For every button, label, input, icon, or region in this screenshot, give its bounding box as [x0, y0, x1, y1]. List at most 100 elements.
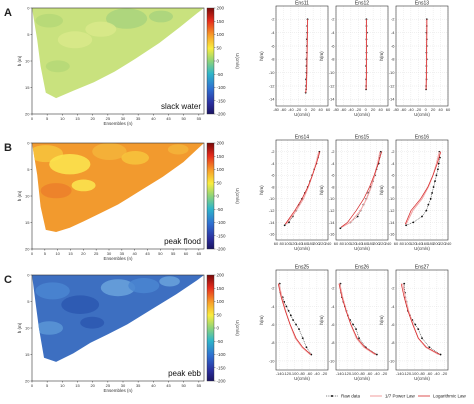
- velocity-patches: [32, 143, 189, 199]
- colorbar: [206, 142, 215, 250]
- x-tick-label: 160: [302, 241, 309, 246]
- x-tick-label: 140: [416, 241, 423, 246]
- plot-frame: [275, 139, 329, 241]
- y-tick-label: -4: [331, 304, 335, 309]
- velocity-patch: [100, 279, 136, 297]
- y-tick-label: -10: [389, 70, 396, 75]
- x-tick-label: 200: [373, 241, 380, 246]
- x-tick-label: 30: [107, 251, 112, 256]
- x-axis-label: U(cm/s): [354, 376, 370, 381]
- power-law-line: [339, 283, 376, 356]
- plot-frame: [395, 139, 449, 241]
- x-tick-label: 40: [318, 107, 323, 112]
- raw-data-point: [289, 314, 292, 317]
- y-tick-label: -6: [331, 43, 335, 48]
- x-tick-label: 100: [404, 241, 411, 246]
- y-tick-label: -12: [329, 208, 336, 213]
- x-tick-label: 60: [184, 251, 189, 256]
- x-tick-label: 60: [334, 241, 339, 246]
- raw-data-point: [428, 346, 431, 349]
- velocity-patch: [35, 13, 63, 28]
- velocity-field: [32, 8, 204, 99]
- subplot-title: Ens26: [355, 265, 369, 271]
- y-tick-label: -6: [271, 173, 275, 178]
- x-tick-label: -20: [295, 107, 302, 112]
- colorbar-tick-label: -100: [217, 352, 227, 357]
- y-axis-label: h(m): [319, 315, 324, 325]
- y-tick-label: -10: [389, 358, 396, 363]
- y-tick-label: 15: [25, 352, 30, 357]
- x-tick-label: 180: [427, 241, 434, 246]
- velocity-patch: [149, 10, 173, 23]
- x-tick-label: 35: [120, 251, 125, 256]
- y-tick-label: -4: [331, 161, 335, 166]
- colorbar-tick-label: 50: [217, 312, 223, 317]
- power-law-line: [285, 151, 320, 225]
- subplot-title: Ens27: [415, 265, 429, 271]
- log-law-line: [338, 283, 377, 355]
- profile-ens27: -140 -120 -100 -80 -60 -40 -20-2-4-6-8-10Ens27…: [379, 265, 449, 381]
- y-tick-label: -6: [391, 173, 395, 178]
- x-tick-label: 45: [166, 116, 171, 121]
- x-tick-label: 40: [438, 107, 443, 112]
- raw-data-point: [431, 192, 434, 194]
- x-tick-label: 160: [362, 241, 369, 246]
- y-tick-label: -14: [269, 220, 276, 225]
- y-tick-label: -8: [271, 184, 275, 189]
- power-law-line: [402, 283, 439, 356]
- raw-data-point: [421, 215, 423, 218]
- plot-frame: [275, 269, 329, 371]
- x-tick-label: -140: [276, 371, 285, 376]
- y-tick-label: -4: [271, 304, 275, 309]
- log-law-line: [284, 151, 321, 225]
- x-tick-label: -20: [321, 371, 328, 376]
- raw-data-point: [414, 323, 417, 326]
- y-tick-label: -2: [271, 149, 275, 154]
- colorbar: [206, 7, 215, 115]
- velocity-patch: [159, 276, 180, 287]
- x-tick-label: 40: [151, 383, 156, 388]
- x-tick-label: -60: [281, 107, 288, 112]
- x-tick-label: 0: [365, 107, 368, 112]
- y-axis-label: h(m): [319, 185, 324, 195]
- x-axis-label: Ensembles (n): [103, 388, 133, 393]
- x-tick-label: -20: [381, 371, 388, 376]
- raw-data-point: [301, 337, 304, 340]
- panel-letter: C: [4, 274, 12, 286]
- raw-data-point: [283, 224, 286, 227]
- profile-ens13: -80 -60 -40 -20 0 20 40 60-2-4-6-8-10-12-14Ens1…: [379, 1, 451, 118]
- legend-raw-marker: [331, 395, 333, 397]
- y-tick-label: -4: [391, 30, 395, 35]
- y-tick-label: -8: [331, 57, 335, 62]
- colorbar-tick-label: -100: [217, 85, 227, 90]
- y-tick-label: 20: [25, 378, 30, 383]
- y-tick-label: -12: [269, 208, 276, 213]
- log-law-line: [404, 151, 442, 225]
- x-tick-label: 80: [280, 241, 285, 246]
- raw-data-point: [403, 282, 406, 285]
- plot-frame: [395, 5, 449, 107]
- x-tick-label: 60: [274, 241, 279, 246]
- x-tick-label: 5: [46, 383, 49, 388]
- y-axis-label: h (m): [17, 322, 22, 333]
- x-tick-label: -60: [367, 371, 374, 376]
- x-tick-label: 30: [121, 383, 126, 388]
- velocity-patch: [106, 8, 148, 29]
- y-tick-label: 10: [25, 58, 30, 63]
- y-axis-label: h(m): [319, 51, 324, 61]
- subplot-title: Ens11: [295, 1, 309, 7]
- colorbar-label: U(cm/s): [235, 53, 240, 69]
- profile-ens26: -140 -120 -100 -80 -60 -40 -20-2-4-6-8-10Ens26…: [319, 265, 389, 381]
- x-tick-label: 60: [394, 241, 399, 246]
- velocity-patch: [35, 321, 63, 335]
- x-tick-label: -60: [307, 371, 314, 376]
- velocity-patch: [40, 183, 72, 199]
- x-tick-label: 220: [439, 241, 446, 246]
- contour-panel-b: B 0 5 10 15 20 25 30 35 40 45 50 55 60 65 0 5 10 15 20 Ensem…: [4, 140, 240, 261]
- x-tick-label: 120: [290, 241, 297, 246]
- raw-data-line: [279, 283, 312, 355]
- y-tick-label: -12: [269, 83, 276, 88]
- x-tick-label: 20: [431, 107, 436, 112]
- colorbar-tick-label: 0: [217, 59, 220, 64]
- y-tick-label: 15: [25, 220, 30, 225]
